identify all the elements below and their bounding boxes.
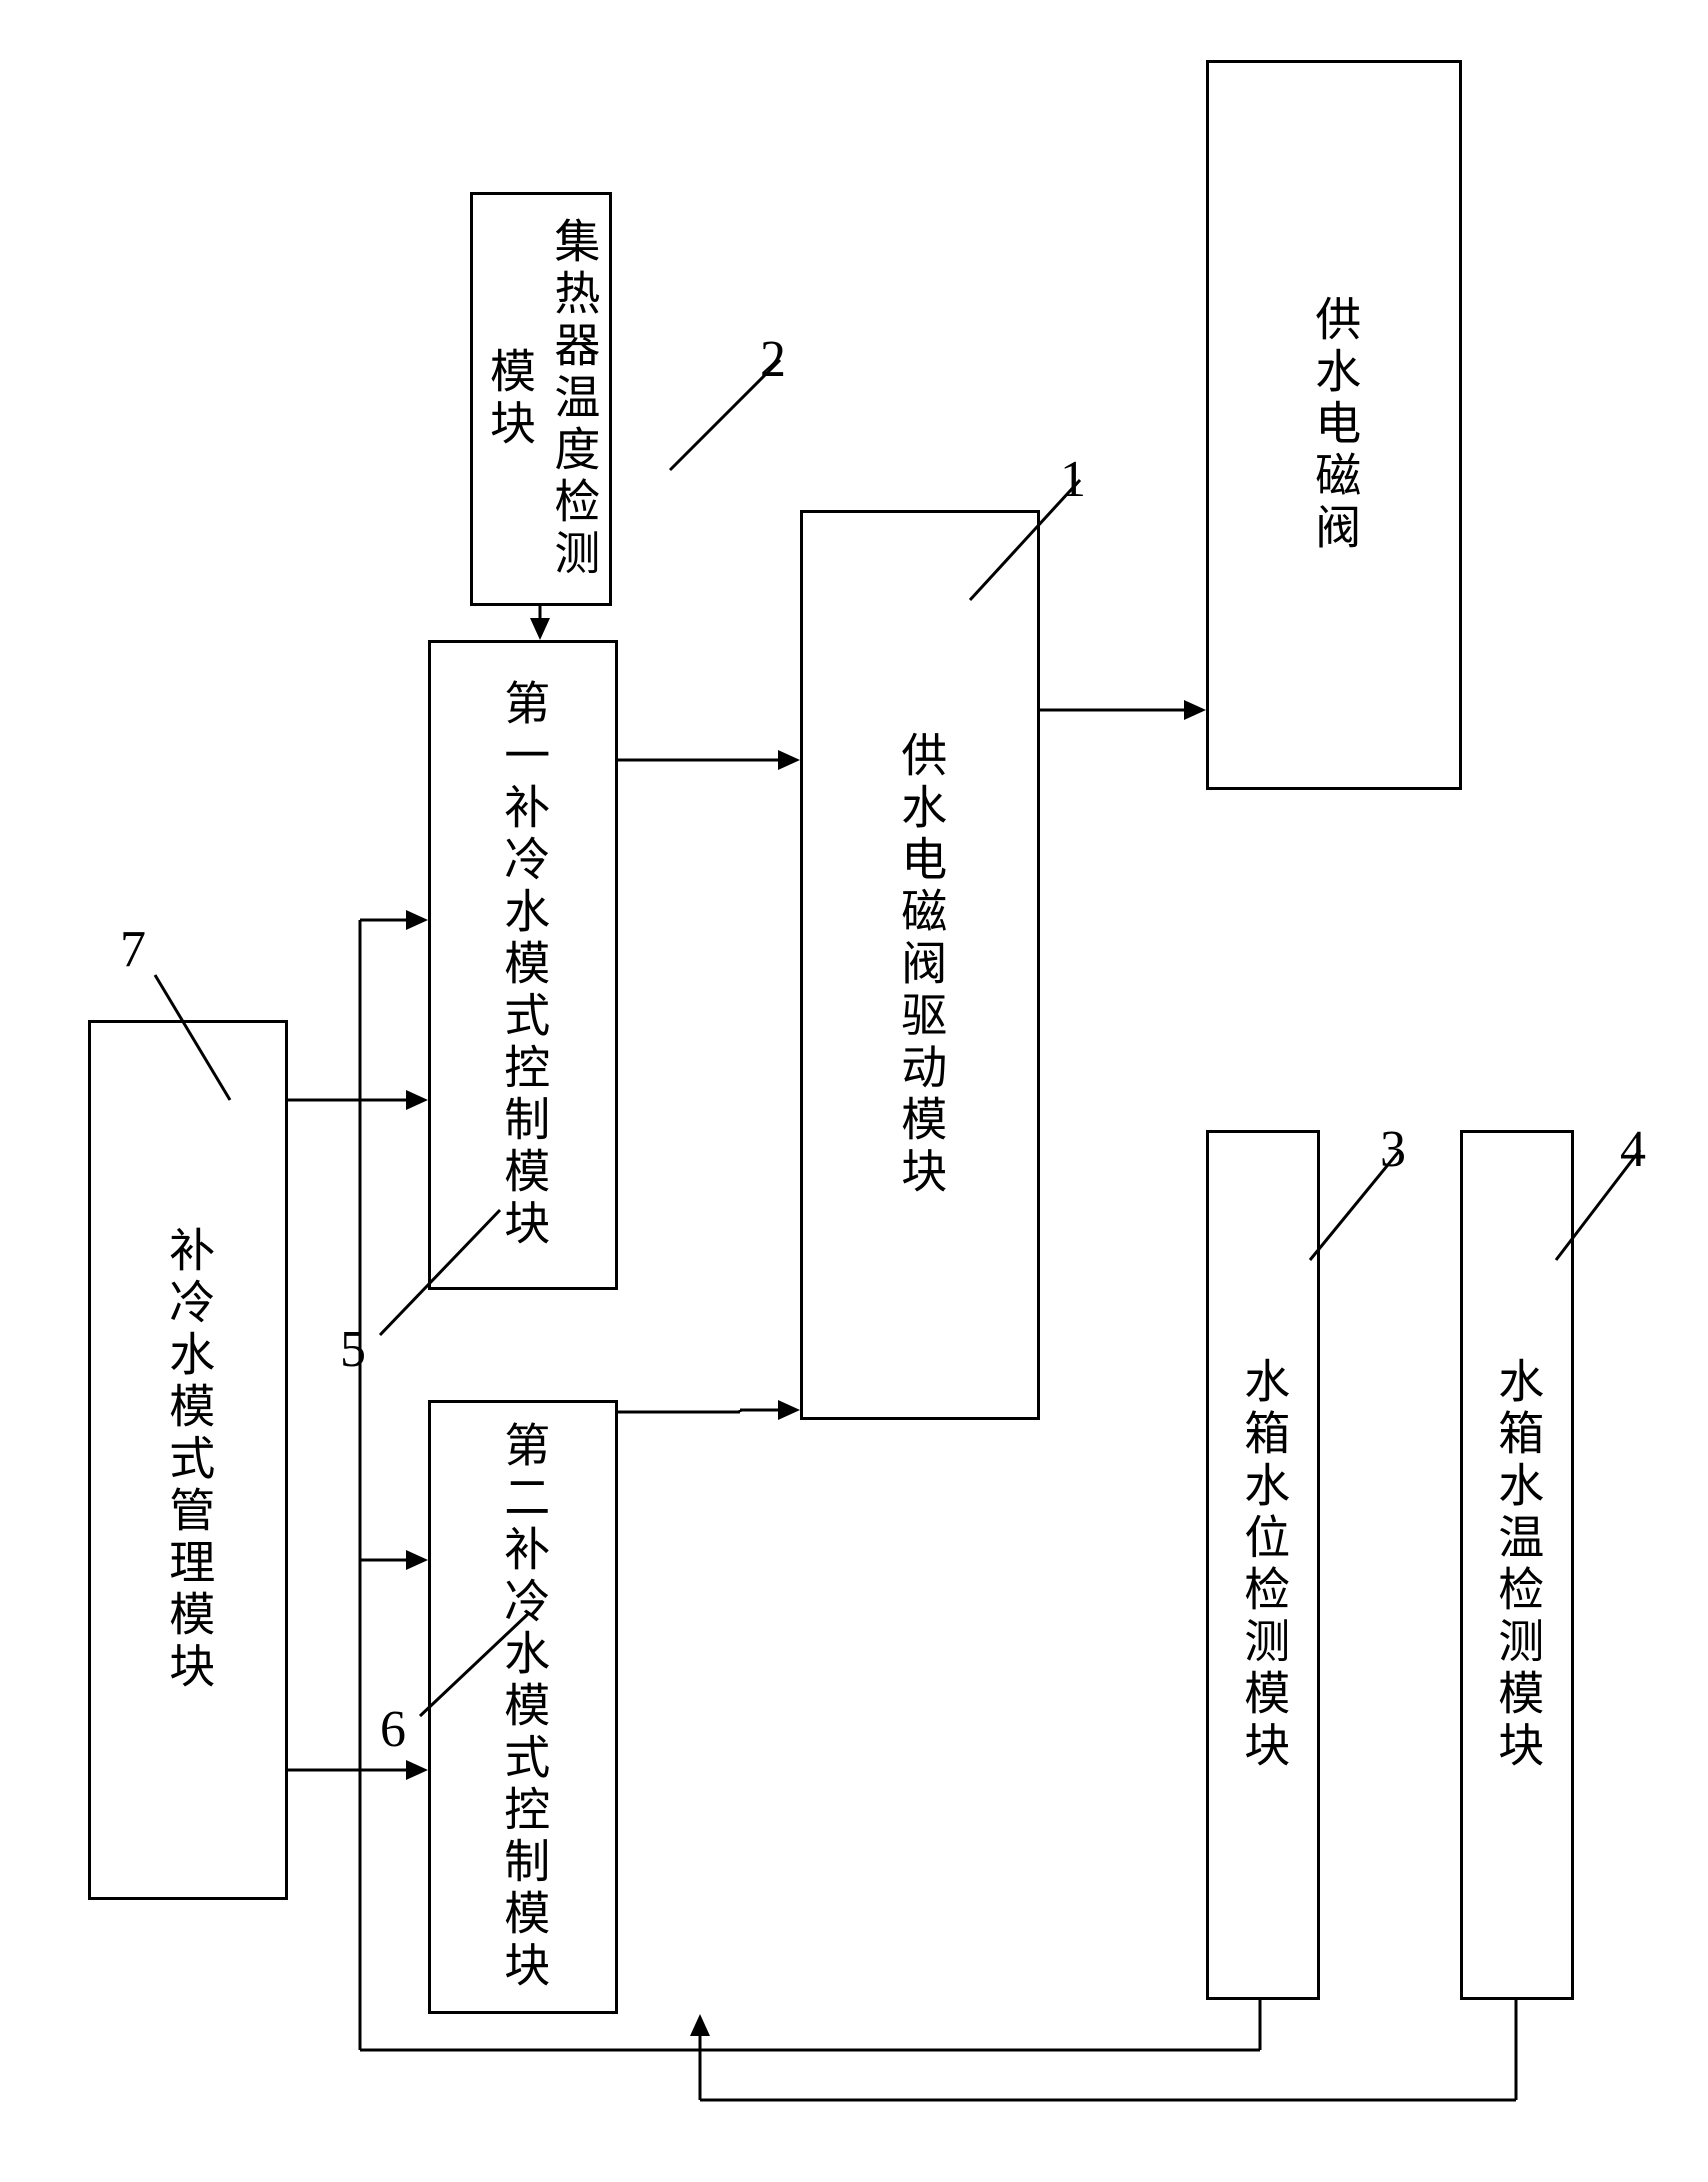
label: 集热器温度检测模块 (477, 195, 606, 603)
box-tank-level: 水箱水位检测模块 (1206, 1130, 1320, 2000)
box-mode1-controller: 第一补冷水模式控制模块 (428, 640, 618, 1290)
num-7: 7 (120, 920, 146, 979)
label: 供水电磁阀驱动模块 (888, 731, 952, 1199)
num-4: 4 (1620, 1120, 1646, 1179)
box-mode-manager: 补冷水模式管理模块 (88, 1020, 288, 1900)
box-supply-valve: 供水电磁阀 (1206, 60, 1462, 790)
num-6: 6 (380, 1700, 406, 1759)
box-valve-driver: 供水电磁阀驱动模块 (800, 510, 1040, 1420)
label: 供水电磁阀 (1302, 295, 1366, 555)
box-collector-temp: 集热器温度检测模块 (470, 192, 612, 606)
box-tank-temp: 水箱水温检测模块 (1460, 1130, 1574, 2000)
label: 第二补冷水模式控制模块 (491, 1421, 555, 1993)
num-2: 2 (760, 330, 786, 389)
label: 补冷水模式管理模块 (156, 1226, 220, 1694)
box-mode2-controller: 第二补冷水模式控制模块 (428, 1400, 618, 2014)
num-3: 3 (1380, 1120, 1406, 1179)
label: 水箱水温检测模块 (1485, 1357, 1549, 1773)
num-1: 1 (1060, 450, 1086, 509)
label: 水箱水位检测模块 (1231, 1357, 1295, 1773)
num-5: 5 (340, 1320, 366, 1379)
label: 第一补冷水模式控制模块 (491, 679, 555, 1251)
